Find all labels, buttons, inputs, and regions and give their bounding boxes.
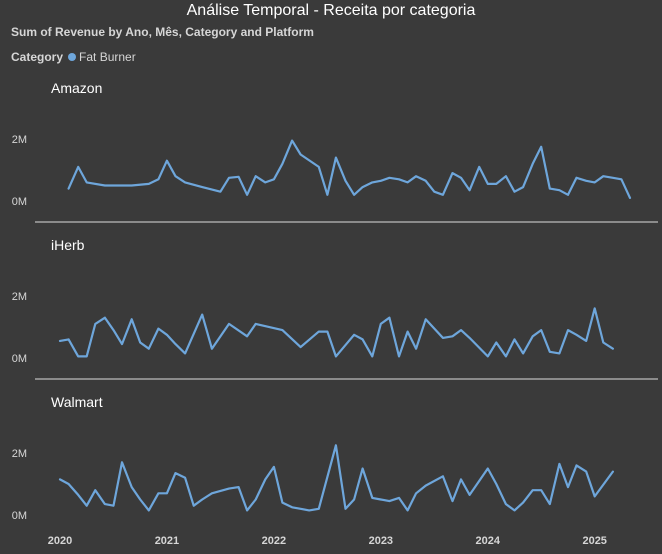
legend-entry-label[interactable]: Fat Burner (79, 50, 136, 64)
y-tick-label-0m: 0M (12, 196, 27, 208)
x-tick-label-2025: 2025 (582, 535, 606, 547)
chart-title: Análise Temporal - Receita por categoria (186, 2, 476, 19)
legend-marker (68, 53, 77, 61)
x-tick-label-2023: 2023 (369, 535, 393, 547)
y-tick-label-2m: 2M (12, 291, 27, 303)
y-tick-label-0m: 0M (12, 510, 27, 522)
y-tick-label-2m: 2M (12, 448, 27, 460)
legend-title: Category (11, 50, 64, 64)
series-line-amazon (67, 139, 632, 199)
panel-label-amazon: Amazon (51, 80, 102, 96)
panel-label-walmart: Walmart (51, 394, 103, 410)
series-line-walmart (58, 444, 614, 512)
panel-label-iherb: iHerb (51, 237, 85, 253)
series-line-iherb (58, 307, 614, 358)
x-tick-label-2022: 2022 (262, 535, 286, 547)
x-tick-label-2024: 2024 (476, 535, 501, 547)
x-tick-label-2020: 2020 (48, 535, 72, 547)
y-tick-label-0m: 0M (12, 353, 27, 365)
legend: Category Fat Burner (11, 50, 136, 64)
chart-subtitle: Sum of Revenue by Ano, Mês, Category and… (11, 25, 314, 39)
y-tick-label-2m: 2M (12, 134, 27, 146)
x-tick-label-2021: 2021 (155, 535, 179, 547)
